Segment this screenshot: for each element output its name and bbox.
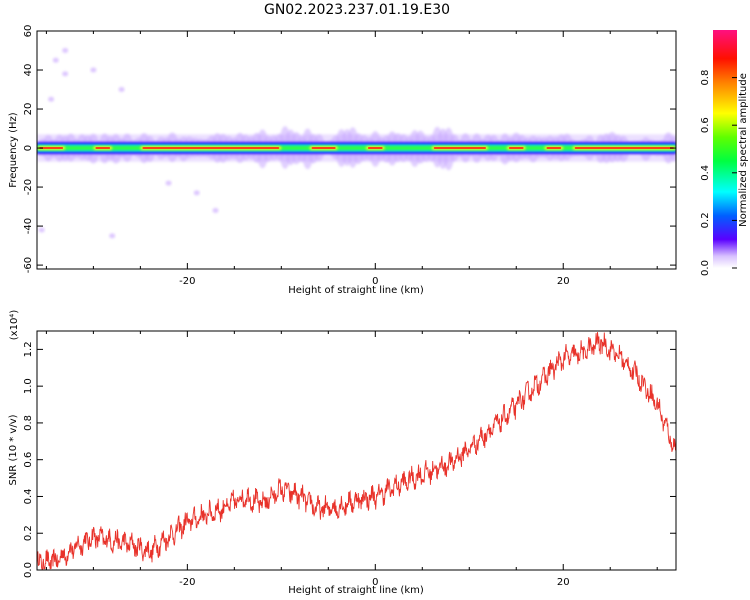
snr-series-line — [37, 332, 676, 570]
spectrogram-ytick-label: 60 — [23, 25, 34, 38]
colorbar-tick-label: 0.2 — [700, 212, 711, 228]
colorbar-tick-label: 0.4 — [700, 165, 711, 181]
spectrogram-ticks: -20 0 20 -60 -40 -20 0 20 40 60 — [23, 25, 676, 287]
snr-ytick-label: 0.2 — [23, 525, 34, 541]
snr-xtick-label: 0 — [372, 577, 378, 588]
spectrogram-ytick-label: 40 — [23, 64, 34, 77]
snr-frame — [36, 330, 677, 571]
band-strong-red — [433, 147, 487, 149]
snr-ylabel: SNR (10 * v/v) — [8, 414, 19, 485]
snr-xlabel: Height of straight line (km) — [288, 585, 424, 596]
snr-multiplier: (x10⁴) — [9, 310, 20, 341]
spectrogram-xtick-label: 20 — [557, 276, 570, 287]
band-strong-red — [39, 147, 64, 149]
spectrogram-ytick-label: -20 — [23, 179, 34, 195]
spectrogram-frame — [36, 30, 677, 270]
chart-title: GN02.2023.237.01.19.E30 — [263, 2, 451, 18]
scatter-patch — [118, 87, 125, 93]
snr-ticks: -20 0 20 0.0 0.2 0.4 0.6 0.8 1.0 1.2 — [23, 331, 676, 588]
spectrogram-ylabel: Frequency (Hz) — [8, 112, 19, 188]
scatter-patch — [212, 207, 219, 213]
colorbar: 0.0 0.2 0.4 0.6 0.8 Normalized spectral ampl… — [700, 30, 749, 276]
snr-panel: -20 0 20 0.0 0.2 0.4 0.6 0.8 1.0 1.2 Height of st… — [8, 310, 677, 596]
band-strong-red — [546, 147, 562, 149]
colorbar-gradient — [713, 30, 737, 268]
scatter-patch — [90, 67, 97, 73]
snr-ytick-label: 1.0 — [23, 378, 34, 394]
band-strong-red — [508, 147, 524, 149]
colorbar-tick-label: 0.8 — [700, 70, 711, 86]
spectrogram-xtick-label: 0 — [372, 276, 378, 287]
snr-ytick-label: 0.8 — [23, 415, 34, 431]
spectrogram-ytick-label: -60 — [23, 257, 34, 273]
scatter-patch — [48, 96, 55, 102]
scatter-patch — [165, 180, 172, 186]
spectrogram-ytick-label: 0 — [23, 145, 34, 151]
colorbar-ticks: 0.0 0.2 0.4 0.6 0.8 — [700, 70, 737, 276]
scatter-patch — [193, 190, 200, 196]
spectrogram-xtick-label: -20 — [179, 276, 195, 287]
snr-xtick-label: 20 — [557, 577, 570, 588]
band-strong-red — [142, 147, 280, 149]
snr-ytick-label: 0.0 — [23, 562, 34, 578]
band-core-green — [37, 145, 676, 151]
spectrogram-panel: -20 0 20 -60 -40 -20 0 20 40 60 Height of straigh… — [8, 25, 677, 296]
colorbar-tick-label: 0.6 — [700, 117, 711, 133]
colorbar-label: Normalized spectral amplitude — [738, 73, 749, 227]
band-strong-red — [574, 147, 674, 149]
scatter-patch — [109, 233, 116, 239]
snr-ytick-label: 1.2 — [23, 341, 34, 357]
scatter-patch — [62, 48, 69, 54]
band-strong-red — [367, 147, 383, 149]
scatter-patch — [52, 57, 59, 63]
band-strong-red — [311, 147, 336, 149]
snr-ytick-label: 0.6 — [23, 452, 34, 468]
spectrogram-xlabel: Height of straight line (km) — [288, 285, 424, 296]
scatter-patch — [62, 71, 69, 77]
spectrogram-ytick-label: -40 — [23, 218, 34, 234]
scatter-patch — [38, 227, 45, 233]
spectrogram-ytick-label: 20 — [23, 103, 34, 116]
spectrogram-heatmap — [37, 48, 676, 239]
snr-xtick-label: -20 — [179, 577, 195, 588]
colorbar-tick-label: 0.0 — [700, 260, 711, 276]
band-strong-red — [95, 147, 111, 149]
snr-ytick-label: 0.4 — [23, 489, 34, 505]
